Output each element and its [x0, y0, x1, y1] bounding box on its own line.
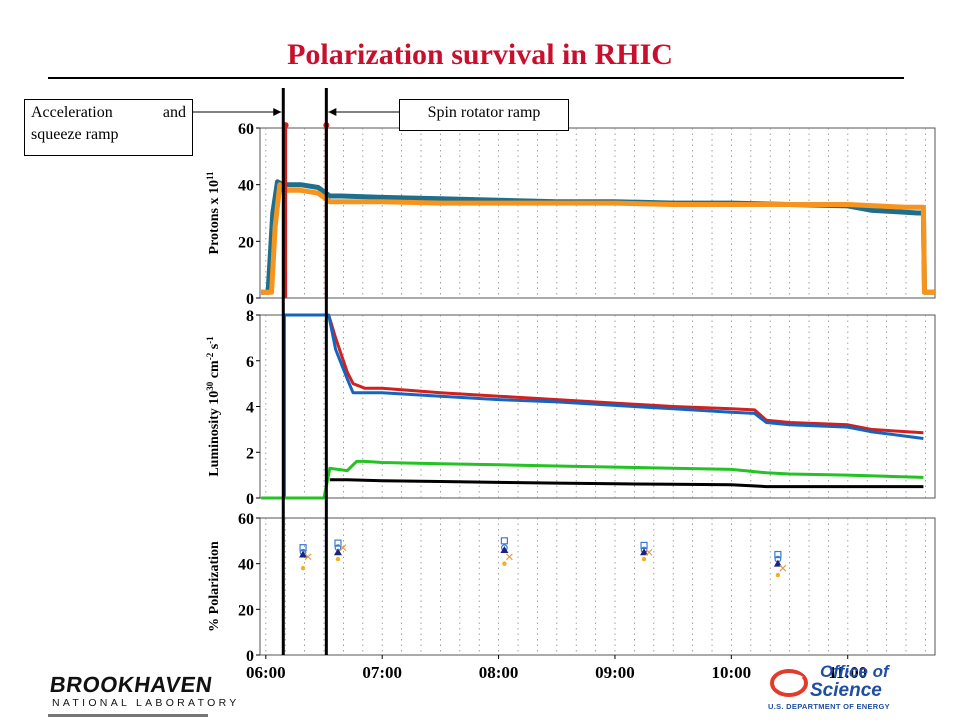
pol-cross-point [505, 553, 513, 561]
y-tick-label: 60 [238, 511, 254, 528]
pol-triangle-point [299, 550, 308, 558]
pol-triangle-point [333, 548, 342, 556]
y-axis-label-part: 30 [205, 381, 215, 391]
callout-acceleration-squeeze-ramp: Acceleration and squeeze ramp [24, 99, 193, 156]
series-line-green [261, 459, 924, 500]
y-axis-label-part: -2 [205, 352, 215, 360]
x-tick-label: 10:00 [712, 663, 752, 682]
y-axis-label-part: Luminosity 10 [207, 391, 222, 477]
y-tick-label: 40 [238, 178, 254, 195]
pol-square-point [334, 539, 342, 547]
y-tick-label: 0 [246, 491, 254, 508]
pol-square-point [774, 550, 782, 559]
brookhaven-logo-underline [48, 714, 208, 717]
y-axis-label-part: cm [207, 360, 222, 382]
panel-2-frame [259, 517, 936, 656]
y-tick-label: 2 [246, 445, 254, 462]
y-tick-label: 20 [238, 602, 254, 619]
callout-accel-arrowhead [273, 108, 282, 116]
y-axis-label-part: Protons x 10 [207, 180, 222, 254]
series-line-red [327, 314, 924, 435]
y-axis-label-part: -1 [205, 336, 215, 344]
x-tick-label: 07:00 [362, 663, 402, 682]
y-tick-label: 0 [246, 648, 254, 665]
x-tick-label: 11:00 [828, 663, 867, 682]
y-axis-label-part: 11 [205, 171, 215, 180]
x-tick-label: 09:00 [595, 663, 635, 682]
y-tick-label: 60 [238, 121, 254, 138]
series-line-blue_ring [282, 313, 924, 498]
title-divider [48, 77, 904, 79]
doe-logo-line1: Office of [820, 662, 889, 681]
doe-emblem-icon [770, 669, 808, 697]
callout-spin-arrowhead [328, 108, 337, 116]
page-title: Polarization survival in RHIC [287, 38, 673, 71]
pol-cross-point [779, 564, 787, 572]
pol-star-point [641, 556, 647, 562]
doe-logo-line2: Science [810, 680, 882, 701]
y-tick-label: 20 [238, 234, 254, 251]
y-tick-label: 6 [246, 354, 254, 371]
series-line-orange [261, 182, 935, 295]
y-tick-label: 8 [246, 308, 254, 325]
y-axis-label: % Polarization [207, 541, 222, 632]
series-line-black [329, 478, 924, 489]
pol-triangle-point [500, 545, 509, 553]
callout-spin-rotator-ramp: Spin rotator ramp [399, 99, 569, 131]
pol-star-point [300, 566, 306, 571]
y-tick-label: 0 [246, 291, 254, 308]
doe-logo-line3: U.S. DEPARTMENT OF ENERGY [768, 702, 890, 711]
y-axis-label-part: % Polarization [207, 541, 222, 632]
panel-1-frame [259, 314, 936, 499]
y-axis-label-part: s [207, 343, 222, 353]
x-tick-label: 06:00 [246, 663, 286, 682]
y-tick-label: 40 [238, 557, 254, 574]
panel-0-frame [259, 127, 936, 299]
pol-square-point [500, 537, 508, 545]
pol-star-point [502, 561, 507, 566]
pol-star-point [335, 556, 341, 562]
callout-accel-line1: Acceleration and [31, 104, 186, 121]
y-axis-label: Protons x 1011 [205, 171, 222, 254]
y-axis-label: Luminosity 1030 cm-2 s-1 [205, 336, 222, 477]
brookhaven-logo-subtitle: NATIONAL LABORATORY [52, 697, 240, 709]
pol-triangle-point [773, 559, 782, 567]
pol-cross-point [304, 553, 312, 561]
x-tick-label: 08:00 [479, 663, 519, 682]
brookhaven-logo-text: BROOKHAVEN [48, 672, 215, 697]
y-tick-label: 4 [246, 400, 254, 417]
pol-cross-point [339, 544, 347, 552]
pol-star-point [775, 572, 781, 578]
callout-accel-line2: squeeze ramp [31, 126, 119, 143]
pol-triangle-point [640, 548, 649, 556]
pol-cross-point [645, 548, 653, 556]
